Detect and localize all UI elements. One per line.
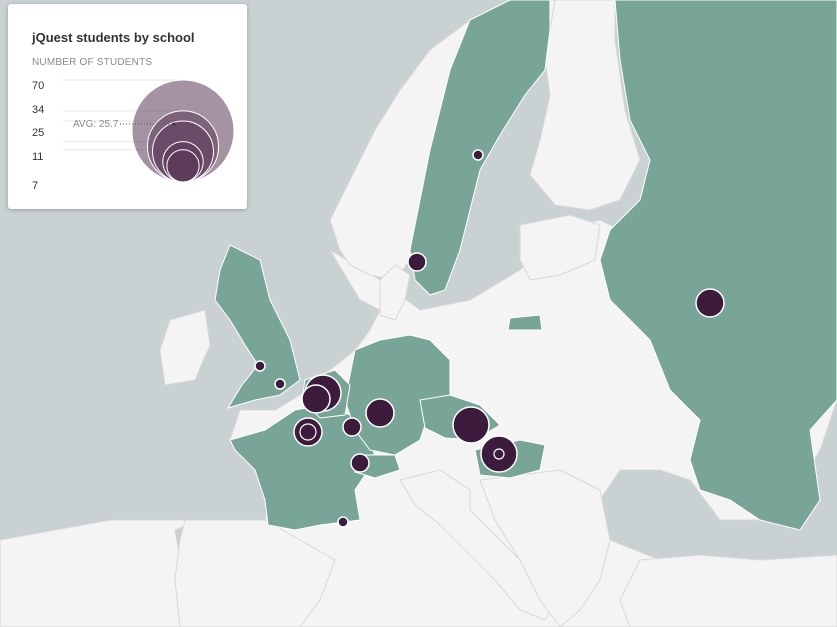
- legend-circle-7: [166, 149, 200, 183]
- land-turkey: [619, 554, 837, 627]
- legend-panel: 70 34 25 11 7 AVG: 25.7 jQuest students by s…: [8, 4, 247, 209]
- legend-tick-label: 25: [32, 127, 44, 139]
- school-luxembourg-marker[interactable]: [342, 417, 362, 437]
- land-iberia: [174, 519, 336, 627]
- legend-tick-labels: 70 34 25 11 7: [32, 80, 44, 192]
- overlap-ring-1: [493, 448, 505, 460]
- school-sweden-north-marker[interactable]: [472, 149, 484, 161]
- school-uk-north-marker[interactable]: [254, 360, 266, 372]
- school-france-south-marker[interactable]: [337, 516, 349, 528]
- avg-label: AVG: 25.7: [73, 119, 119, 130]
- school-france-north-marker[interactable]: [293, 417, 323, 447]
- legend-title: jQuest students by school: [32, 30, 195, 45]
- country-uk[interactable]: [214, 244, 301, 409]
- overlap-ring-0: [299, 423, 317, 441]
- legend-tick-label: 70: [32, 80, 44, 92]
- land-denmark: [379, 264, 411, 321]
- legend-tick-label: 7: [32, 180, 38, 192]
- school-switzerland-marker[interactable]: [350, 453, 370, 473]
- legend-subtitle: NUMBER OF STUDENTS: [32, 57, 153, 68]
- school-hungary-marker[interactable]: [480, 435, 518, 473]
- school-russia-marker[interactable]: [695, 288, 725, 318]
- school-sweden-south-marker[interactable]: [407, 252, 427, 272]
- land-balkans: [479, 469, 611, 627]
- school-germany-marker[interactable]: [365, 398, 395, 428]
- country-sweden[interactable]: [409, 0, 551, 296]
- land-baltics: [519, 214, 601, 281]
- avg-dot: [172, 122, 176, 126]
- legend-tick-label: 11: [32, 151, 43, 163]
- legend-tick-label: 34: [32, 104, 44, 116]
- land-ireland: [159, 309, 211, 386]
- school-markers: [254, 149, 725, 528]
- school-czech-marker[interactable]: [452, 406, 490, 444]
- legend-bubbles: 70 34 25 11 7 AVG: 25.7: [32, 79, 235, 192]
- country-russia-kaliningrad: [507, 314, 543, 331]
- country-russia[interactable]: [599, 0, 837, 531]
- school-belgium-marker[interactable]: [301, 384, 331, 414]
- legend-size-circles: [131, 79, 235, 183]
- school-uk-south-marker[interactable]: [274, 378, 286, 390]
